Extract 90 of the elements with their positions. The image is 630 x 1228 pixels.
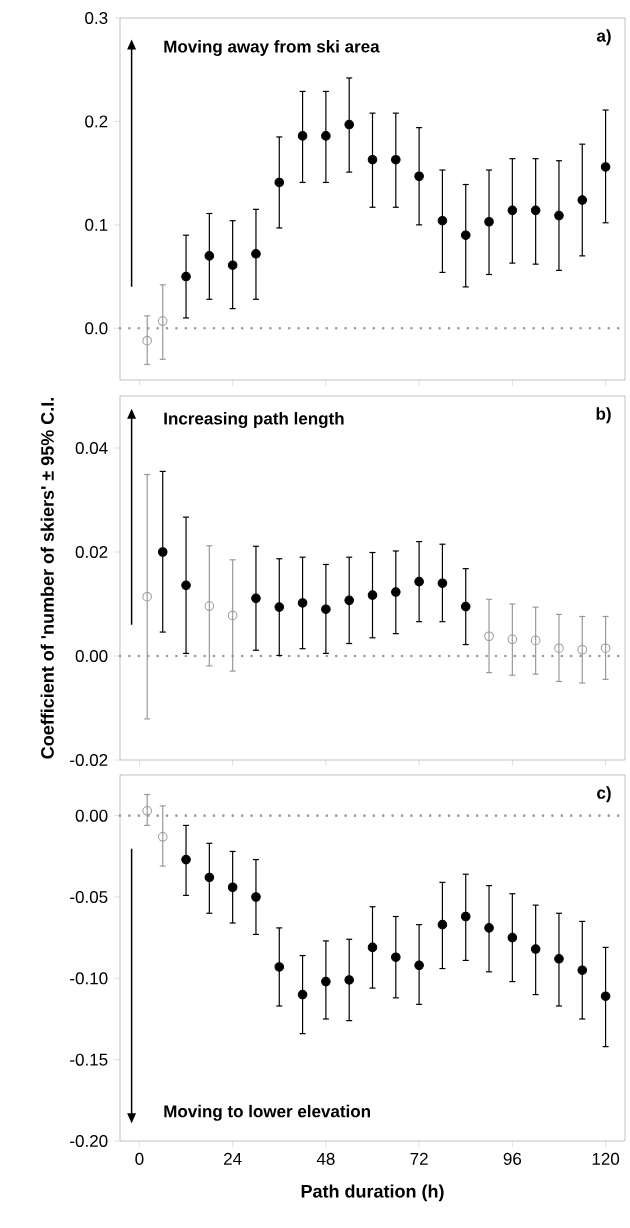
point	[274, 962, 285, 972]
point	[344, 119, 354, 130]
point	[367, 154, 378, 165]
point	[437, 919, 448, 930]
y-tick-label: 0.00	[75, 649, 108, 663]
point	[251, 593, 261, 604]
point	[181, 580, 191, 591]
point	[321, 976, 331, 987]
y-tick-label: -0.10	[70, 972, 108, 985]
point	[414, 960, 424, 971]
point	[251, 249, 261, 259]
y-tick-label: -0.15	[70, 1053, 108, 1066]
point	[204, 601, 215, 611]
y-tick-label: 0.0	[85, 322, 108, 335]
point	[577, 644, 588, 655]
point	[227, 882, 238, 893]
point	[367, 590, 378, 600]
y-tick-label: 0.02	[75, 545, 108, 559]
y-tick-label: 0.00	[75, 809, 108, 822]
point	[437, 578, 448, 588]
x-tick-label: 96	[503, 1152, 522, 1165]
point	[577, 195, 588, 205]
x-tick-label: 72	[410, 1152, 428, 1165]
point	[204, 872, 215, 883]
point	[554, 210, 564, 221]
point	[321, 604, 331, 614]
point	[577, 965, 588, 975]
point	[344, 975, 354, 985]
point	[227, 260, 238, 270]
point	[142, 335, 152, 346]
text: a)	[596, 29, 611, 46]
point	[530, 944, 541, 954]
x-tick-label: 120	[592, 1152, 620, 1165]
point	[600, 991, 611, 1002]
point	[414, 171, 424, 182]
point	[484, 216, 494, 227]
y-tick-label: 0.2	[85, 115, 108, 128]
y-axis-title: Coefficient of 'number of skiers' ± 95% C.I.	[40, 397, 54, 759]
text: b)	[596, 407, 611, 424]
y-tick-label: 0.1	[85, 218, 108, 231]
point	[530, 635, 541, 646]
point	[157, 832, 168, 842]
point	[554, 954, 564, 964]
point	[484, 923, 494, 933]
point	[321, 131, 331, 141]
y-tick-label: -0.05	[70, 890, 108, 904]
point	[274, 602, 285, 612]
point	[204, 251, 215, 261]
annotation: Increasing path length	[164, 412, 344, 428]
point	[142, 805, 152, 816]
point	[414, 576, 424, 587]
point	[274, 177, 285, 188]
point	[507, 932, 518, 943]
y-tick-label: -0.02	[70, 753, 108, 767]
point	[437, 215, 448, 226]
x-tick-label: 48	[316, 1152, 335, 1165]
y-tick-label: 0.04	[75, 441, 108, 455]
point	[554, 643, 564, 653]
point	[157, 316, 168, 326]
x-tick-label: 0	[135, 1152, 144, 1165]
point	[600, 643, 611, 653]
point	[227, 610, 238, 621]
point	[157, 547, 168, 557]
point	[391, 952, 401, 962]
annotation: Moving away from ski area	[164, 40, 380, 56]
point	[181, 854, 191, 865]
point	[297, 131, 308, 141]
point	[460, 230, 471, 240]
point	[507, 634, 518, 645]
point	[297, 598, 308, 608]
point	[297, 989, 308, 1000]
x-axis-title: Path duration (h)	[301, 1184, 444, 1202]
y-tick-label: 0.3	[85, 11, 108, 25]
annotation: Moving to lower elevation	[164, 1104, 370, 1121]
point	[391, 587, 401, 597]
point	[344, 595, 354, 606]
point	[251, 892, 261, 902]
y-tick-label: -0.20	[70, 1134, 108, 1148]
x-tick-label: 24	[224, 1152, 242, 1165]
point	[600, 162, 611, 172]
point	[181, 271, 191, 282]
point	[367, 942, 378, 953]
point	[530, 205, 541, 216]
point	[460, 911, 471, 922]
point	[484, 631, 494, 642]
point	[460, 601, 471, 612]
text: c)	[597, 786, 611, 803]
point	[142, 591, 152, 602]
point	[391, 154, 401, 165]
point	[507, 205, 518, 216]
